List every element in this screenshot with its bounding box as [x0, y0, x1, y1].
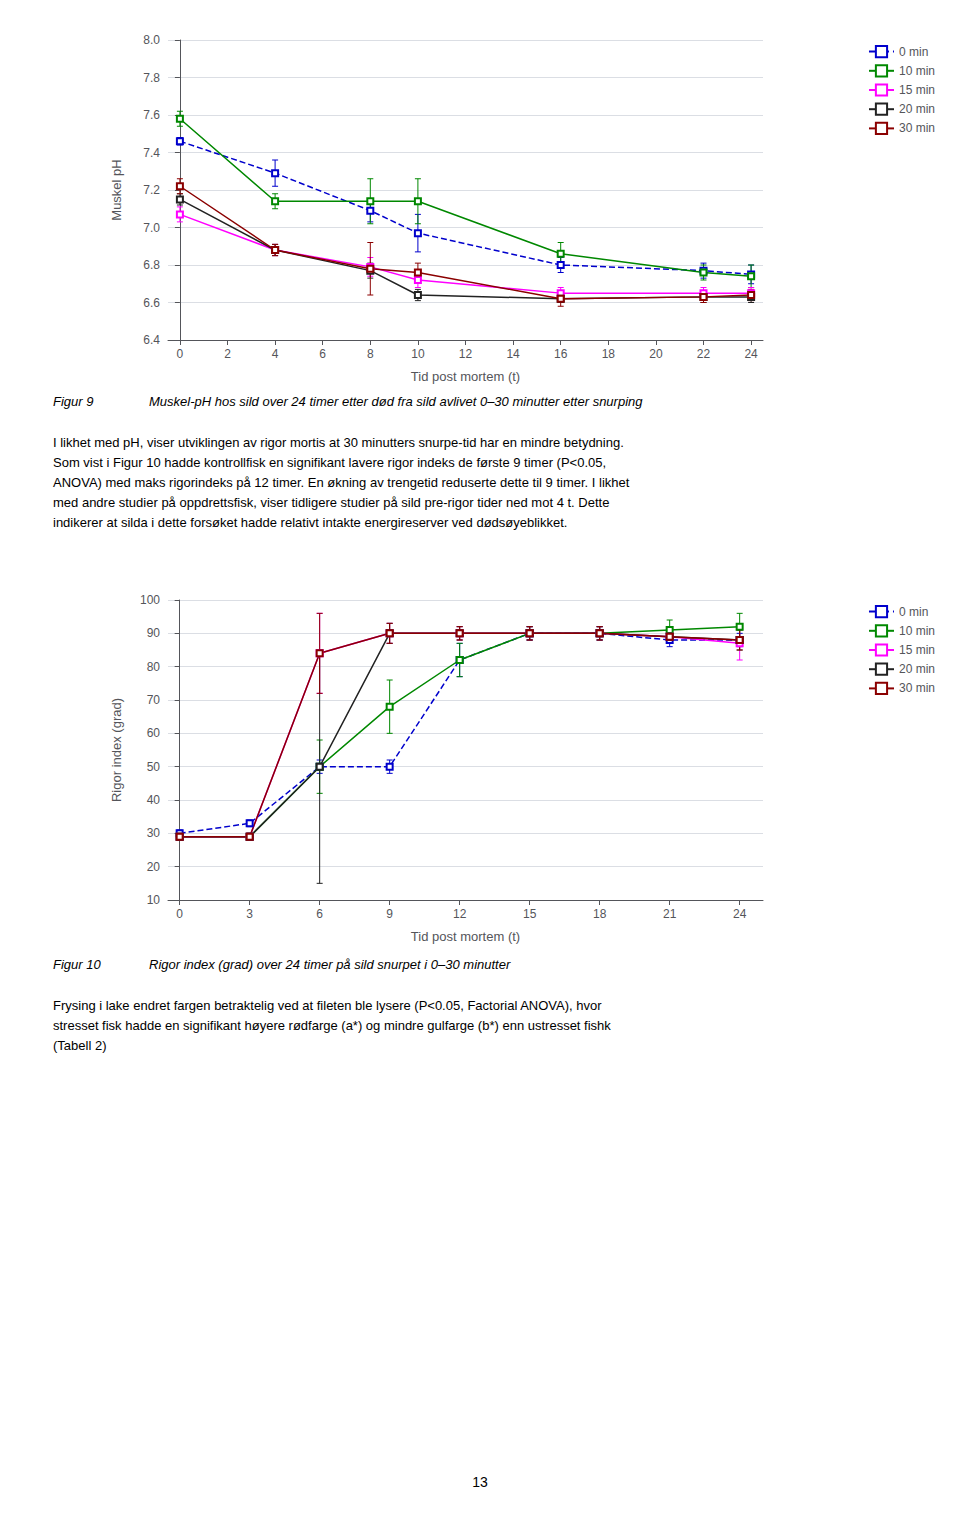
svg-text:indikerer at silda i dette for: indikerer at silda i dette forsøket hadd…	[53, 515, 567, 530]
svg-text:9: 9	[386, 907, 393, 921]
svg-text:15 min: 15 min	[899, 83, 935, 97]
svg-text:Tid post mortem (t): Tid post mortem (t)	[411, 929, 520, 944]
svg-text:22: 22	[697, 347, 711, 361]
svg-text:20 min: 20 min	[899, 662, 935, 676]
svg-text:30 min: 30 min	[899, 681, 935, 695]
svg-text:20: 20	[649, 347, 663, 361]
svg-text:0 min: 0 min	[899, 605, 928, 619]
svg-text:7.8: 7.8	[143, 71, 160, 85]
svg-text:med andre studier på oppdretts: med andre studier på oppdrettsfisk, vise…	[53, 495, 609, 510]
svg-text:20 min: 20 min	[899, 102, 935, 116]
svg-text:Muskel pH: Muskel pH	[109, 159, 124, 220]
svg-text:2: 2	[224, 347, 231, 361]
svg-text:18: 18	[602, 347, 616, 361]
svg-text:Som vist i Figur 10 hadde kont: Som vist i Figur 10 hadde kontrollfisk e…	[53, 455, 606, 470]
svg-text:Figur 10: Figur 10	[53, 957, 101, 972]
svg-text:10 min: 10 min	[899, 624, 935, 638]
svg-text:100: 100	[140, 593, 160, 607]
svg-text:10: 10	[411, 347, 425, 361]
svg-text:50: 50	[147, 760, 161, 774]
svg-text:0: 0	[176, 907, 183, 921]
svg-text:stresset fisk hadde en signifi: stresset fisk hadde en signifikant høyer…	[53, 1018, 611, 1033]
svg-text:Muskel-pH hos sild over 24 tim: Muskel-pH hos sild over 24 timer etter d…	[149, 394, 643, 409]
svg-text:20: 20	[147, 860, 161, 874]
svg-text:90: 90	[147, 626, 161, 640]
svg-text:40: 40	[147, 793, 161, 807]
svg-text:I likhet med pH, viser utvikli: I likhet med pH, viser utviklingen av ri…	[53, 435, 624, 450]
svg-text:ANOVA) med maks rigorindeks på: ANOVA) med maks rigorindeks på 12 timer.…	[53, 475, 630, 490]
svg-text:80: 80	[147, 660, 161, 674]
svg-text:(Tabell 2): (Tabell 2)	[53, 1038, 106, 1053]
svg-text:Frysing i lake endret fargen b: Frysing i lake endret fargen betraktelig…	[53, 998, 602, 1013]
svg-text:21: 21	[663, 907, 677, 921]
svg-text:15 min: 15 min	[899, 643, 935, 657]
svg-text:70: 70	[147, 693, 161, 707]
svg-text:Rigor index (grad) over 24 tim: Rigor index (grad) over 24 timer på sild…	[149, 957, 511, 972]
svg-text:8: 8	[367, 347, 374, 361]
svg-text:7.2: 7.2	[143, 183, 160, 197]
svg-text:6: 6	[316, 907, 323, 921]
svg-text:30 min: 30 min	[899, 121, 935, 135]
svg-text:16: 16	[554, 347, 568, 361]
svg-text:60: 60	[147, 726, 161, 740]
svg-text:7.0: 7.0	[143, 221, 160, 235]
svg-text:7.6: 7.6	[143, 108, 160, 122]
svg-text:Tid post mortem (t): Tid post mortem (t)	[411, 369, 520, 384]
svg-text:8.0: 8.0	[143, 33, 160, 47]
svg-text:4: 4	[272, 347, 279, 361]
svg-text:14: 14	[506, 347, 520, 361]
svg-text:0: 0	[177, 347, 184, 361]
svg-text:30: 30	[147, 826, 161, 840]
svg-text:0 min: 0 min	[899, 45, 928, 59]
svg-text:10: 10	[147, 893, 161, 907]
svg-text:15: 15	[523, 907, 537, 921]
svg-text:6.4: 6.4	[143, 333, 160, 347]
svg-text:13: 13	[472, 1474, 488, 1490]
svg-text:6.8: 6.8	[143, 258, 160, 272]
svg-text:3: 3	[246, 907, 253, 921]
svg-text:Rigor index (grad): Rigor index (grad)	[109, 698, 124, 802]
svg-text:6.6: 6.6	[143, 296, 160, 310]
svg-text:7.4: 7.4	[143, 146, 160, 160]
svg-text:12: 12	[459, 347, 473, 361]
svg-text:6: 6	[319, 347, 326, 361]
svg-text:Figur 9: Figur 9	[53, 394, 93, 409]
svg-text:24: 24	[744, 347, 758, 361]
svg-text:12: 12	[453, 907, 467, 921]
svg-text:10 min: 10 min	[899, 64, 935, 78]
svg-text:18: 18	[593, 907, 607, 921]
svg-text:24: 24	[733, 907, 747, 921]
